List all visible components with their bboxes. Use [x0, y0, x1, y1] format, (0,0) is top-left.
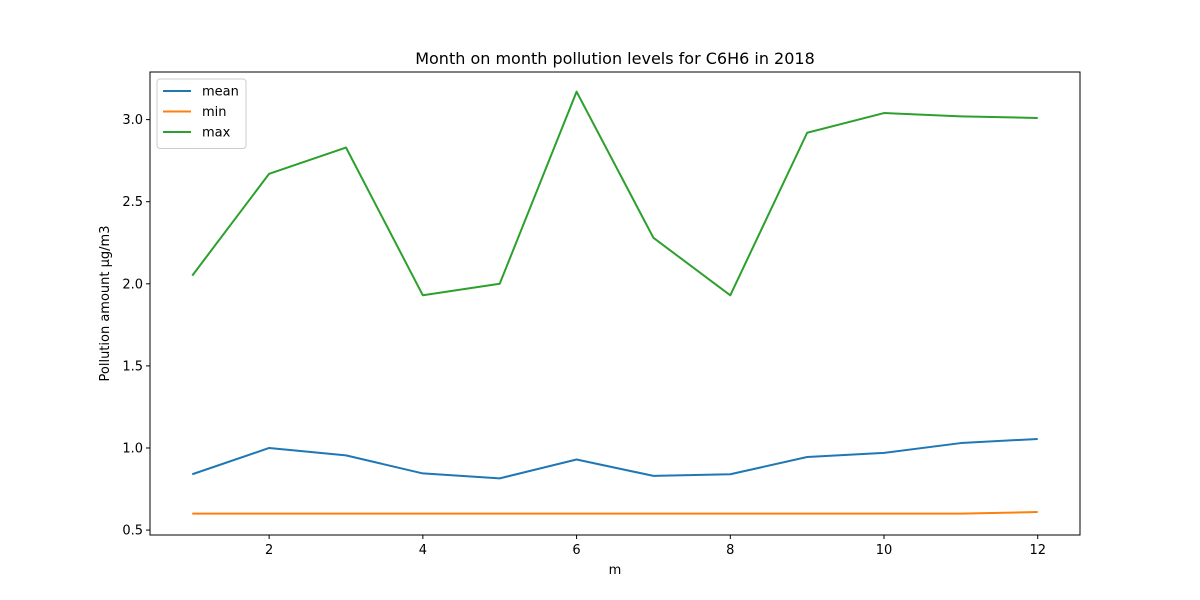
- y-tick-label: 1.0: [122, 441, 143, 456]
- y-tick-label: 2.0: [122, 277, 143, 292]
- x-tick-label: 4: [419, 543, 427, 558]
- series-line-mean: [191, 437, 1038, 480]
- plot-frame: [149, 71, 1081, 536]
- x-axis-label: m: [609, 563, 622, 578]
- y-axis: 0.5 1.0 1.5 2.0 2.5 3.0: [122, 113, 150, 539]
- x-axis: 2 4 6 8 10 12: [265, 535, 1046, 558]
- y-tick-label: 2.5: [122, 195, 143, 210]
- x-tick-label: 2: [265, 543, 273, 558]
- x-tick-label: 8: [726, 543, 734, 558]
- legend: mean min max: [156, 78, 247, 149]
- x-tick-label: 10: [876, 543, 893, 558]
- chart-title: Month on month pollution levels for C6H6…: [415, 49, 815, 68]
- series-line-max: [191, 90, 1038, 297]
- legend-label-mean: mean: [202, 85, 239, 100]
- y-tick-label: 1.5: [122, 359, 143, 374]
- x-tick-label: 6: [572, 543, 580, 558]
- y-tick-label: 0.5: [122, 524, 143, 539]
- series-line-min: [192, 511, 1038, 515]
- y-tick-label: 3.0: [122, 113, 143, 128]
- legend-label-min: min: [202, 105, 227, 120]
- y-axis-label: Pollution amount µg/m3: [98, 226, 113, 382]
- legend-label-max: max: [202, 126, 231, 141]
- plot-area: [191, 90, 1038, 515]
- x-tick-label: 12: [1029, 543, 1046, 558]
